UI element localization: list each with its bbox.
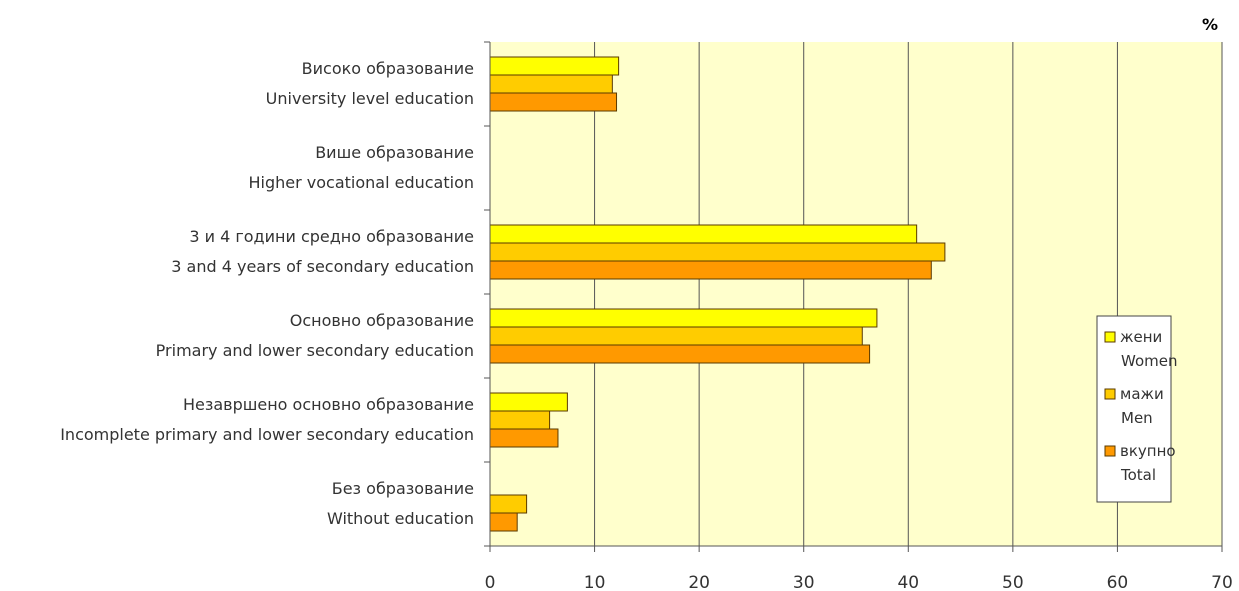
bar — [489, 428, 559, 448]
x-tick-label: 50 — [1002, 573, 1024, 591]
category-label: Незавршено основно образование — [183, 395, 474, 414]
bar — [489, 260, 932, 280]
bar — [489, 326, 863, 346]
x-tick-label: 60 — [1107, 573, 1129, 591]
legend-label-en: Women — [1121, 352, 1177, 370]
bar — [489, 392, 568, 412]
legend-label: вкупно — [1120, 442, 1176, 460]
legend-box — [1096, 315, 1172, 503]
bar — [489, 92, 618, 112]
category-label: 3 и 4 години средно образование — [189, 227, 474, 246]
category-label-en: 3 and 4 years of secondary education — [171, 257, 474, 276]
legend-label: мажи — [1120, 385, 1164, 403]
category-label: Високо образование — [302, 59, 474, 78]
legend-label: жени — [1120, 328, 1162, 346]
bar — [489, 224, 918, 244]
bar — [489, 308, 878, 328]
category-label: Више образование — [315, 143, 474, 162]
legend-swatch — [1104, 445, 1116, 457]
bar — [489, 242, 946, 262]
bar — [489, 494, 528, 514]
bar — [489, 512, 518, 532]
legend-swatch — [1104, 388, 1116, 400]
legend-swatch — [1104, 331, 1116, 343]
bar — [489, 410, 551, 430]
x-tick-label: 30 — [793, 573, 815, 591]
category-label-en: Incomplete primary and lower secondary e… — [60, 425, 474, 444]
x-tick-label: 20 — [688, 573, 710, 591]
category-labels: Високо образование University level educa… — [60, 59, 474, 528]
legend-label-en: Total — [1120, 466, 1156, 484]
category-label-en: Without education — [327, 509, 474, 528]
legend-label-en: Men — [1121, 409, 1153, 427]
bars — [489, 56, 946, 532]
bar — [489, 56, 620, 76]
category-label-en: Higher vocational education — [248, 173, 474, 192]
x-tick-label: 70 — [1211, 573, 1233, 591]
bar — [489, 74, 613, 94]
legend: жени Women мажи Men вкупно Total — [1096, 315, 1177, 503]
axes: 0 10 20 30 40 50 60 70 — [484, 41, 1233, 591]
unit-label: % — [1202, 15, 1218, 34]
category-label-en: University level education — [266, 89, 474, 108]
category-label: Основно образование — [290, 311, 474, 330]
x-tick-label: 40 — [897, 573, 919, 591]
category-label-en: Primary and lower secondary education — [156, 341, 474, 360]
x-tick-label: 0 — [485, 573, 496, 591]
x-tick-label: 10 — [584, 573, 606, 591]
category-label: Без образование — [332, 479, 474, 498]
bar — [489, 344, 871, 364]
